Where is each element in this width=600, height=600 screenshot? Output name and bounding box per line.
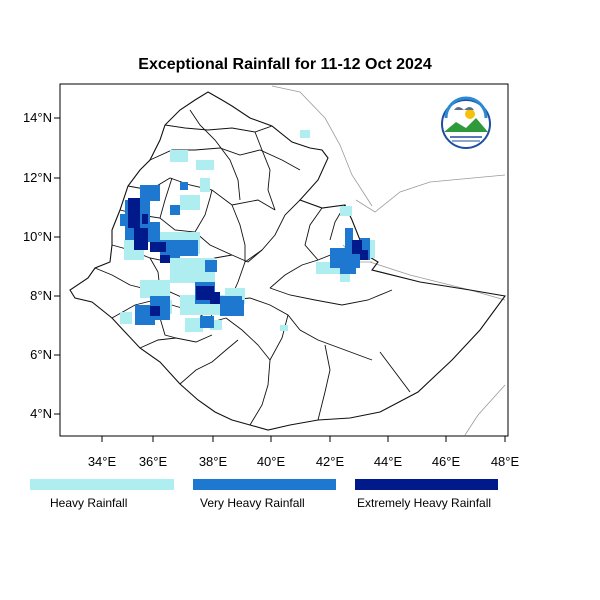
x-tick-label: 42°E [316,454,345,469]
x-tick-label: 38°E [199,454,228,469]
x-tick-label: 40°E [257,454,286,469]
legend-swatch-extreme [355,479,498,490]
rainfall-cell [178,240,198,256]
rainfall-cell [120,312,132,324]
rainfall-cell [196,286,214,300]
x-tick-label: 36°E [139,454,168,469]
rainfall-layer [120,130,375,332]
neighbor-borders [271,85,506,436]
y-tick-label: 12°N [23,170,52,185]
rainfall-cell [345,228,353,248]
axis-ticks [54,117,506,442]
rainfall-cell [200,316,214,328]
x-tick-label: 48°E [491,454,520,469]
rainfall-cell [180,195,200,210]
rainfall-cell [340,206,352,216]
rainfall-cell [180,182,188,190]
region-boundaries [69,91,506,431]
rainfall-cell [150,306,160,316]
rainfall-cell [140,185,160,201]
x-tick-label: 34°E [88,454,117,469]
rainfall-cell [120,214,130,226]
meteorology-agency-logo [441,96,491,149]
map-frame [59,83,509,437]
legend-label-very-heavy: Very Heavy Rainfall [200,496,305,510]
rainfall-cell [360,238,370,260]
rainfall-cell [200,178,210,192]
rainfall-cell [280,325,288,331]
legend-swatch-heavy [30,479,174,490]
rainfall-cell [196,160,214,170]
rainfall-cell [150,242,166,252]
y-tick-label: 4°N [30,406,52,421]
rainfall-cell [140,280,170,298]
rainfall-cell [185,318,203,332]
rainfall-cell [170,205,180,215]
x-tick-label: 44°E [374,454,403,469]
legend-label-heavy: Heavy Rainfall [50,496,128,510]
rainfall-cell [210,292,220,304]
rainfall-cell [205,260,217,272]
rainfall-cell [170,150,188,162]
rainfall-cell [128,198,140,228]
rainfall-cell [340,274,350,282]
rainfall-cell [148,222,160,242]
y-tick-label: 10°N [23,229,52,244]
rainfall-cell [236,300,244,316]
y-tick-label: 6°N [30,347,52,362]
rainfall-cell [142,214,148,224]
rainfall-cell [352,240,362,254]
rainfall-cell [300,130,310,138]
map-title: Exceptional Rainfall for 11-12 Oct 2024 [138,56,432,73]
rainfall-cell [360,250,368,260]
rainfall-cell [160,255,170,263]
y-tick-label: 14°N [23,110,52,125]
x-tick-label: 46°E [432,454,461,469]
y-tick-label: 8°N [30,288,52,303]
legend-label-extreme: Extremely Heavy Rainfall [357,496,492,510]
rainfall-cell [210,320,222,330]
legend-swatch-very-heavy [193,479,336,490]
rainfall-cell [340,264,356,274]
rainfall-cell [134,228,148,250]
